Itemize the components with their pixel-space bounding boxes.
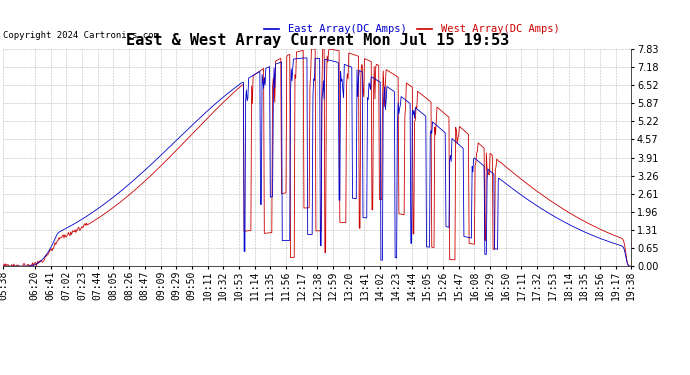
- Legend: East Array(DC Amps), West Array(DC Amps): East Array(DC Amps), West Array(DC Amps): [259, 20, 564, 39]
- Title: East & West Array Current Mon Jul 15 19:53: East & West Array Current Mon Jul 15 19:…: [126, 33, 509, 48]
- Text: Copyright 2024 Cartronics.com: Copyright 2024 Cartronics.com: [3, 31, 159, 40]
